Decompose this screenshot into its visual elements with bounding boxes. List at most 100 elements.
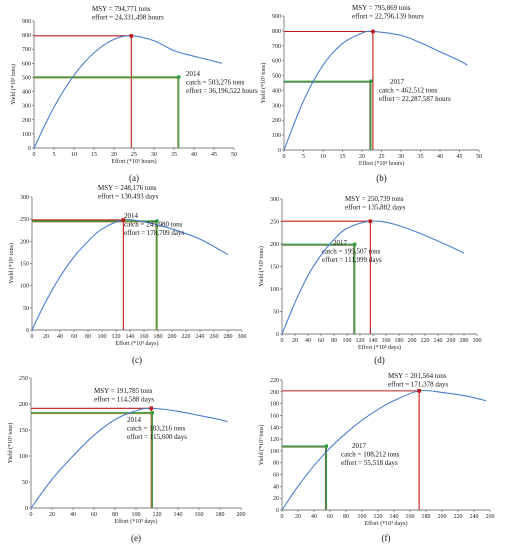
x-tick-label: 35 xyxy=(418,154,424,160)
y-tick-label: 50 xyxy=(23,306,29,312)
y-tick-label: 20 xyxy=(273,496,279,502)
x-tick-label: 160 xyxy=(140,334,149,340)
x-tick-label: 0 xyxy=(281,514,284,520)
x-tick-label: 20 xyxy=(359,154,365,160)
catch-value-label: catch = 108,212 tons xyxy=(341,451,400,459)
msy-effort-label: effort = 22,796,139 hours xyxy=(352,13,424,21)
x-tick-label: 40 xyxy=(57,334,63,340)
chart-panel-f: 0 20 40 60 80 100 120 140 160 180 200 220 0 20 40 60 80 1… xyxy=(258,372,495,543)
x-tick-label: 15 xyxy=(340,154,346,160)
y-axis-label: Yield (*10³ tons) xyxy=(258,246,265,287)
x-tick-label: 240 xyxy=(470,514,479,520)
msy-effort-label: effort = 24,331,498 hours xyxy=(92,14,164,22)
catch-effort-label: effort = 36,196,522 hours xyxy=(186,87,258,95)
year-label: 2014 xyxy=(127,416,142,424)
x-tick-label: 60 xyxy=(327,514,333,520)
catch-marker xyxy=(353,242,357,246)
msy-effort-label: effort = 171,378 days xyxy=(388,381,448,389)
year-label: 2017 xyxy=(333,239,348,247)
x-tick-label: 60 xyxy=(318,338,324,344)
catch-value-label: catch = 183,216 tons xyxy=(127,425,186,433)
y-tick-label: 600 xyxy=(272,59,281,65)
x-tick-label: 25 xyxy=(131,152,137,158)
x-tick-label: 300 xyxy=(473,338,482,344)
msy-value-label: MSY = 201,564 tons xyxy=(388,372,447,380)
x-tick-label: 140 xyxy=(369,338,378,344)
y-axis-label: Yield (*10³ tons) xyxy=(258,425,265,466)
x-tick-label: 280 xyxy=(224,334,233,340)
y-axis-label: Yield (*10³ tons) xyxy=(10,64,17,105)
x-tick-label: 260 xyxy=(210,334,219,340)
y-tick-label: 60 xyxy=(273,473,279,479)
y-tick-label: 250 xyxy=(270,220,279,226)
catch-marker xyxy=(150,411,154,415)
catch-marker xyxy=(155,219,159,223)
x-tick-label: 50 xyxy=(231,152,237,158)
x-tick-label: 120 xyxy=(112,334,121,340)
x-tick-label: 15 xyxy=(91,152,97,158)
catch-effort-label: effort = 111,999 days xyxy=(322,256,382,264)
y-tick-label: 250 xyxy=(19,376,28,382)
x-tick-label: 35 xyxy=(171,152,177,158)
y-tick-label: 300 xyxy=(272,103,281,109)
y-tick-label: 900 xyxy=(272,14,281,20)
x-tick-label: 140 xyxy=(126,334,135,340)
catch-effort-label: effort = 178,709 days xyxy=(124,229,184,237)
x-tick-label: 50 xyxy=(476,154,482,160)
x-tick-label: 30 xyxy=(398,154,404,160)
y-tick-label: 150 xyxy=(20,262,29,268)
x-tick-label: 180 xyxy=(154,334,163,340)
panel-caption: (d) xyxy=(374,355,385,365)
y-tick-label: 600 xyxy=(22,61,31,67)
y-tick-label: 40 xyxy=(273,484,279,490)
catch-marker xyxy=(324,444,328,448)
x-tick-label: 5 xyxy=(53,152,56,158)
yield-curve xyxy=(281,220,465,335)
y-tick-label: 0 xyxy=(276,508,279,514)
x-tick-label: 0 xyxy=(33,152,36,158)
y-tick-label: 140 xyxy=(270,425,279,431)
x-tick-label: 20 xyxy=(49,512,55,518)
y-axis-label: Yield (*10³ tons) xyxy=(7,423,14,464)
msy-marker xyxy=(371,29,375,34)
y-tick-label: 250 xyxy=(20,217,29,223)
x-tick-label: 80 xyxy=(112,512,118,518)
catch-effort-label: effort = 22,287,587 hours xyxy=(379,95,451,103)
y-tick-label: 700 xyxy=(22,47,31,53)
x-tick-label: 40 xyxy=(305,338,311,344)
x-tick-label: 180 xyxy=(395,338,404,344)
x-tick-label: 220 xyxy=(182,334,191,340)
panel-caption: (f) xyxy=(382,533,391,543)
x-tick-label: 280 xyxy=(460,338,469,344)
yield-curve xyxy=(281,389,487,511)
x-tick-label: 60 xyxy=(91,512,97,518)
x-tick-label: 220 xyxy=(421,338,430,344)
yield-curve xyxy=(283,30,468,151)
msy-effort-label: effort = 130,493 days xyxy=(98,193,158,201)
y-tick-label: 400 xyxy=(22,90,31,96)
y-axis-label: Yield (*10³ tons) xyxy=(8,243,15,284)
y-tick-label: 0 xyxy=(25,506,28,512)
y-tick-label: 400 xyxy=(272,88,281,94)
y-tick-label: 200 xyxy=(22,118,31,124)
x-tick-label: 10 xyxy=(320,154,326,160)
x-axis-label: Effort (*10³ hours) xyxy=(111,158,156,165)
msy-value-label: MSY = 250,739 tons xyxy=(345,195,404,203)
x-tick-label: 200 xyxy=(237,512,246,518)
msy-marker xyxy=(121,218,126,222)
msy-effort-label: effort = 135,882 days xyxy=(345,204,405,212)
y-tick-label: 500 xyxy=(272,74,281,80)
y-tick-label: 700 xyxy=(272,44,281,50)
chart-panel-c: 0 50 100 150 200 250 300 0 20 40 60 80 100 120 140 160 1… xyxy=(8,184,247,365)
y-tick-label: 100 xyxy=(270,449,279,455)
catch-marker xyxy=(177,75,181,79)
x-tick-label: 140 xyxy=(390,514,399,520)
x-tick-label: 180 xyxy=(422,514,431,520)
x-tick-label: 60 xyxy=(71,334,77,340)
msy-effort-label: effort = 114,588 days xyxy=(94,396,154,404)
x-axis-label: Effort (*10³ days) xyxy=(114,518,157,525)
x-tick-label: 200 xyxy=(168,334,177,340)
x-tick-label: 160 xyxy=(195,512,204,518)
x-tick-label: 100 xyxy=(358,514,367,520)
y-tick-label: 0 xyxy=(276,332,279,338)
